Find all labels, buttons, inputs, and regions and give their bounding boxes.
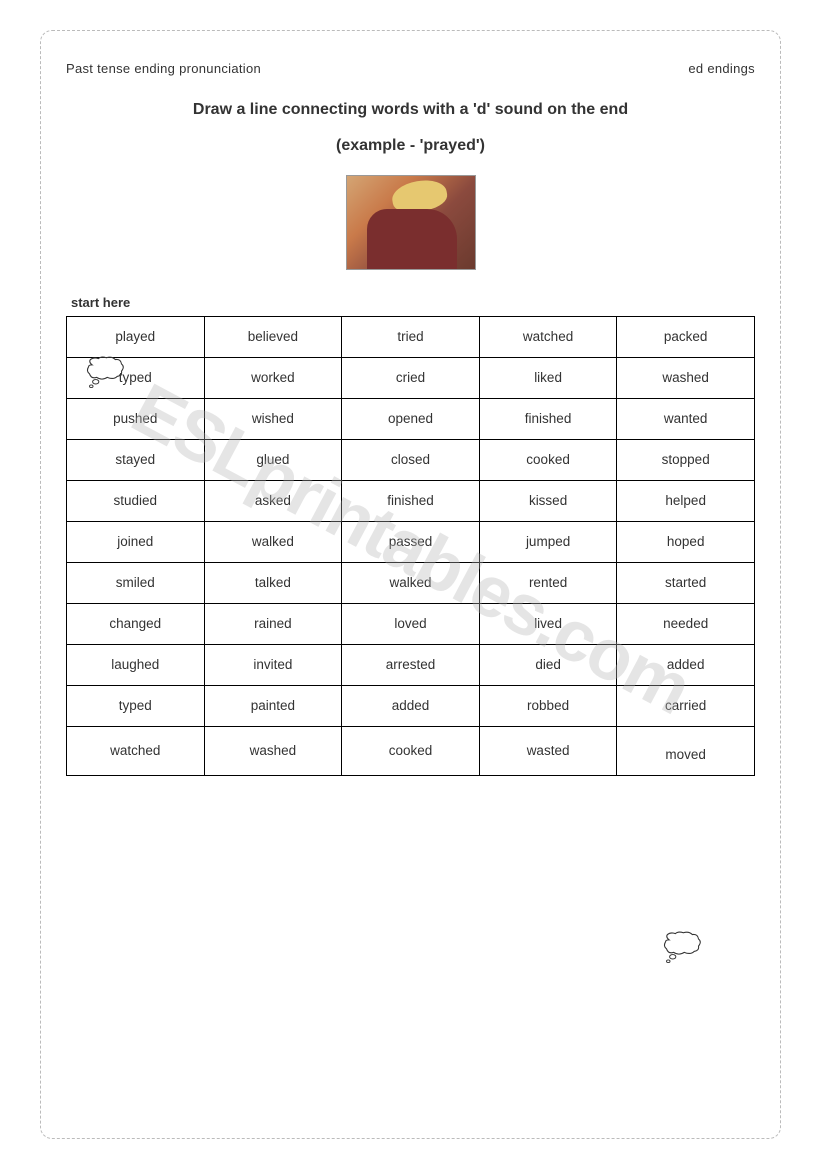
word-cell: laughed (67, 645, 205, 686)
word-cell: washed (204, 727, 342, 776)
word-cell: wasted (479, 727, 617, 776)
word-cell: liked (479, 358, 617, 399)
word-cell: typed (67, 686, 205, 727)
table-row: playedbelievedtriedwatchedpacked (67, 317, 755, 358)
word-cell: loved (342, 604, 480, 645)
word-cell: rented (479, 563, 617, 604)
word-cell: added (617, 645, 755, 686)
page-container: Past tense ending pronunciation ed endin… (40, 30, 781, 1139)
header-right: ed endings (688, 61, 755, 76)
table-row: stayedgluedclosedcookedstopped (67, 440, 755, 481)
word-cell: finished (479, 399, 617, 440)
word-cell: opened (342, 399, 480, 440)
word-cell: added (342, 686, 480, 727)
word-cell: helped (617, 481, 755, 522)
word-cell: studied (67, 481, 205, 522)
table-row: studiedaskedfinishedkissedhelped (67, 481, 755, 522)
word-cell: cried (342, 358, 480, 399)
table-row: typedworkedcriedlikedwashed (67, 358, 755, 399)
header-left: Past tense ending pronunciation (66, 61, 261, 76)
word-cell: died (479, 645, 617, 686)
start-here-label: start here (71, 295, 755, 310)
praying-image (346, 175, 476, 270)
table-row: changedrainedlovedlivedneeded (67, 604, 755, 645)
header-row: Past tense ending pronunciation ed endin… (66, 61, 755, 76)
word-cell: lived (479, 604, 617, 645)
word-cell: started (617, 563, 755, 604)
word-cell: changed (67, 604, 205, 645)
word-cell: wished (204, 399, 342, 440)
word-table: playedbelievedtriedwatchedpackedtypedwor… (66, 316, 755, 776)
word-cell: robbed (479, 686, 617, 727)
word-cell: passed (342, 522, 480, 563)
word-cell: watched (67, 727, 205, 776)
word-cell: jumped (479, 522, 617, 563)
word-cell: painted (204, 686, 342, 727)
word-cell: tried (342, 317, 480, 358)
table-row: smiledtalkedwalkedrentedstarted (67, 563, 755, 604)
table-row: typedpaintedaddedrobbedcarried (67, 686, 755, 727)
word-cell: rained (204, 604, 342, 645)
word-cell: hoped (617, 522, 755, 563)
word-cell: arrested (342, 645, 480, 686)
word-cell: invited (204, 645, 342, 686)
word-cell: stopped (617, 440, 755, 481)
thought-bubble-end-icon (660, 931, 705, 963)
word-cell: kissed (479, 481, 617, 522)
word-cell: watched (479, 317, 617, 358)
word-cell: cooked (479, 440, 617, 481)
word-cell: talked (204, 563, 342, 604)
word-cell: carried (617, 686, 755, 727)
word-cell: glued (204, 440, 342, 481)
table-row: watchedwashedcookedwastedmoved (67, 727, 755, 776)
word-cell: walked (342, 563, 480, 604)
word-cell: washed (617, 358, 755, 399)
word-cell: stayed (67, 440, 205, 481)
table-row: laughedinvitedarresteddiedadded (67, 645, 755, 686)
word-cell: packed (617, 317, 755, 358)
thought-bubble-start-icon (83, 356, 128, 388)
word-cell: moved (617, 727, 755, 776)
word-cell: walked (204, 522, 342, 563)
table-row: joinedwalkedpassedjumpedhoped (67, 522, 755, 563)
word-cell: closed (342, 440, 480, 481)
word-cell: joined (67, 522, 205, 563)
word-cell: asked (204, 481, 342, 522)
word-cell: believed (204, 317, 342, 358)
word-cell: worked (204, 358, 342, 399)
word-cell: cooked (342, 727, 480, 776)
word-cell: pushed (67, 399, 205, 440)
word-cell: smiled (67, 563, 205, 604)
worksheet-example: (example - 'prayed') (66, 137, 755, 155)
word-cell: wanted (617, 399, 755, 440)
word-cell: needed (617, 604, 755, 645)
worksheet-title: Draw a line connecting words with a 'd' … (66, 101, 755, 119)
word-cell: played (67, 317, 205, 358)
table-row: pushedwishedopenedfinishedwanted (67, 399, 755, 440)
word-cell: finished (342, 481, 480, 522)
